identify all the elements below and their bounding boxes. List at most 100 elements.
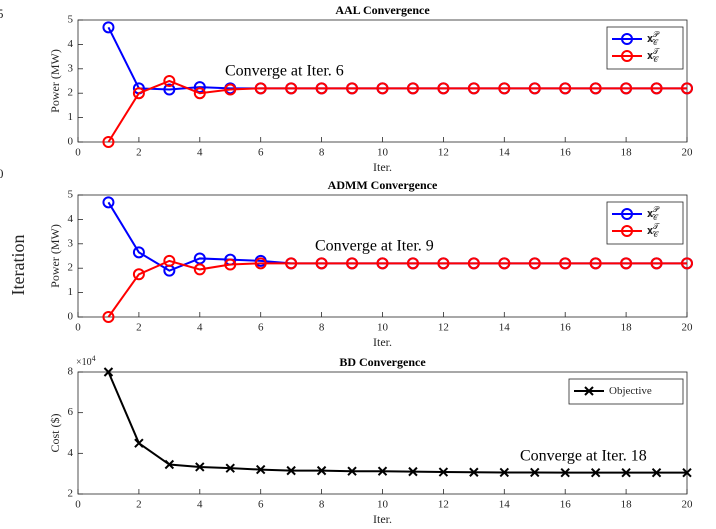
x-tick-label: 16 — [560, 499, 572, 511]
marker — [315, 82, 328, 95]
marker — [437, 257, 450, 270]
chart-title: BD Convergence — [339, 355, 426, 369]
x-tick-label: 8 — [319, 499, 325, 511]
x-tick-label: 4 — [197, 147, 203, 159]
marker — [528, 257, 541, 270]
y-tick-label: 0 — [68, 311, 74, 323]
marker — [498, 82, 511, 95]
marker — [254, 82, 267, 95]
legend-name-sup: 𝒯 — [653, 47, 661, 56]
marker — [347, 466, 357, 476]
stray-tick-label: 5 — [0, 6, 4, 21]
marker — [225, 463, 235, 473]
marker — [103, 367, 114, 377]
marker — [316, 465, 327, 476]
legend-name: 𝐱 — [647, 50, 653, 62]
marker — [163, 75, 176, 87]
y-multiplier-exp: 4 — [92, 354, 96, 363]
marker — [102, 21, 115, 34]
marker — [406, 257, 419, 270]
legend-label: 𝐱𝒫 𝒞 — [647, 30, 660, 47]
y-tick-label: 0 — [68, 136, 74, 148]
legend-name-sub: 𝒞 — [652, 230, 659, 239]
x-tick-label: 4 — [197, 499, 203, 511]
marker — [163, 254, 176, 267]
marker — [620, 82, 633, 95]
x-tick-label: 2 — [136, 147, 142, 159]
legend-marker — [621, 208, 633, 220]
marker — [285, 257, 298, 270]
marker — [286, 465, 296, 476]
legend-label: Objective — [609, 385, 652, 397]
y-tick-label: 3 — [68, 237, 74, 249]
x-tick-label: 8 — [319, 322, 325, 334]
marker — [438, 467, 449, 477]
marker — [132, 246, 145, 259]
x-tick-label: 18 — [621, 147, 633, 159]
marker — [224, 83, 237, 96]
marker — [376, 257, 389, 270]
x-tick-label: 10 — [377, 147, 389, 159]
series-line — [107, 371, 687, 474]
marker — [193, 263, 206, 276]
marker — [589, 257, 602, 270]
marker — [346, 82, 359, 95]
marker — [102, 196, 115, 209]
marker — [346, 257, 359, 270]
axes-box — [77, 19, 688, 143]
x-tick-label: 20 — [682, 322, 694, 334]
marker — [193, 81, 206, 94]
marker — [620, 257, 633, 270]
x-tick-label: 0 — [75, 147, 81, 159]
y-tick-label: 2 — [68, 488, 74, 500]
y-tick-label: 4 — [68, 447, 74, 459]
marker — [651, 467, 662, 478]
axes-box — [77, 194, 688, 318]
legend-box — [606, 26, 684, 70]
marker — [589, 82, 602, 95]
legend-marker — [621, 225, 633, 237]
x-axis-label: Iter. — [373, 335, 392, 349]
x-tick-label: 14 — [499, 499, 511, 511]
marker — [285, 82, 298, 95]
y-tick-label: 6 — [68, 406, 74, 418]
y-tick-label: 1 — [68, 111, 74, 123]
y-tick-label: 3 — [68, 62, 74, 74]
legend-name: 𝐱 — [647, 225, 653, 237]
y-axis-label: Power (MW) — [48, 224, 62, 288]
marker — [530, 467, 540, 478]
marker — [467, 82, 480, 95]
marker — [467, 257, 480, 270]
marker — [134, 438, 144, 448]
x-tick-label: 0 — [75, 322, 81, 334]
marker — [682, 467, 692, 478]
legend-name: 𝐱 — [647, 33, 653, 45]
x-tick-label: 12 — [438, 322, 449, 334]
marker — [376, 82, 389, 95]
x-tick-label: 10 — [377, 499, 389, 511]
y-multiplier-base: ×10 — [76, 357, 92, 368]
marker — [164, 459, 175, 470]
legend-marker — [621, 33, 633, 45]
y-tick-label: 4 — [68, 38, 74, 50]
x-tick-label: 2 — [136, 499, 142, 511]
y-tick-label: 8 — [68, 366, 74, 378]
marker — [560, 467, 570, 478]
y-tick-label: 5 — [68, 189, 74, 201]
x-tick-label: 6 — [258, 147, 264, 159]
marker — [681, 257, 693, 270]
marker — [195, 462, 205, 472]
x-tick-label: 20 — [682, 499, 694, 511]
x-tick-label: 20 — [682, 147, 694, 159]
marker — [469, 467, 479, 477]
y-tick-label: 5 — [68, 14, 74, 26]
x-tick-label: 18 — [621, 322, 633, 334]
legend-name-sub: 𝒞 — [652, 55, 659, 64]
marker — [406, 82, 419, 95]
legend-name-sup: 𝒫 — [653, 205, 660, 214]
chart-title: ADMM Convergence — [328, 178, 438, 192]
marker — [559, 82, 572, 95]
x-axis-label: Iter. — [373, 160, 392, 174]
legend-name-sub: 𝒞 — [652, 38, 659, 47]
